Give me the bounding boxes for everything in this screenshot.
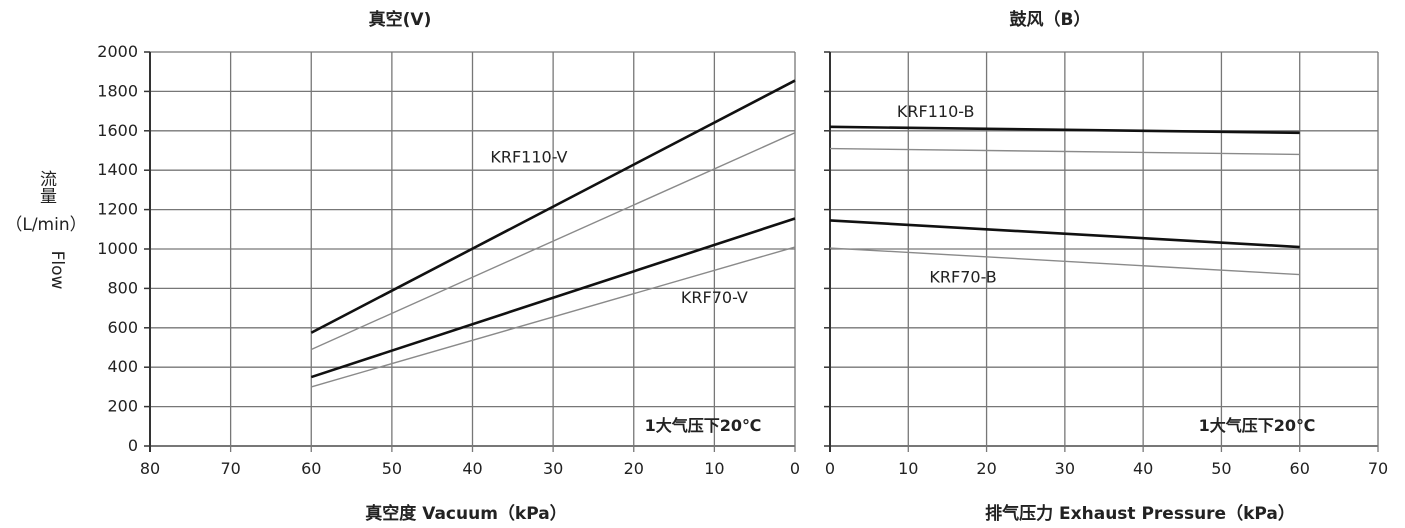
- vacuum-chart-xlabel: 真空度 Vacuum（kPa）: [365, 503, 566, 524]
- blow-series-line-1: [829, 147, 1300, 156]
- vacuum-x-tick-label-60: 60: [301, 459, 321, 478]
- vacuum-chart-note: 1大气压下20℃: [645, 416, 762, 435]
- vacuum-x-tick-label-40: 40: [462, 459, 482, 478]
- vacuum-x-tick-label-30: 30: [543, 459, 563, 478]
- blow-chart-grid: [829, 51, 1379, 452]
- vacuum-chart-grid: [149, 51, 796, 452]
- series-line-krf110-v: [310, 79, 796, 334]
- vacuum-x-tick-label-70: 70: [220, 459, 240, 478]
- y-tick-label-0: 0: [128, 436, 138, 455]
- series-label-krf110-b: KRF110-B: [897, 102, 975, 121]
- blow-x-tick-label-70: 70: [1368, 459, 1388, 478]
- y-axis-label-unit: （L/min）: [5, 215, 86, 235]
- vacuum-series-line-1: [310, 132, 796, 351]
- blow-x-tick-label-30: 30: [1055, 459, 1075, 478]
- y-tick-label-200: 200: [107, 397, 138, 416]
- blow-x-tick-label-50: 50: [1211, 459, 1231, 478]
- series-label-krf110-v: KRF110-V: [490, 147, 567, 166]
- y-tick-label-800: 800: [107, 278, 138, 297]
- blow-chart-title: 鼓风（B）: [1010, 9, 1091, 30]
- vacuum-x-tick-label-80: 80: [140, 459, 160, 478]
- y-tick-label-1400: 1400: [97, 160, 138, 179]
- blow-series-line-3: [829, 247, 1300, 276]
- blow-chart-series: [829, 125, 1300, 276]
- y-tick-label-1200: 1200: [97, 200, 138, 219]
- y-tick-label-1600: 1600: [97, 121, 138, 140]
- blow-chart-xlabel: 排气压力 Exhaust Pressure（kPa）: [985, 503, 1295, 524]
- y-tick-label-400: 400: [107, 357, 138, 376]
- blow-chart-ticks: 0 10 20 30 40 50 60 70: [824, 51, 1388, 478]
- vacuum-x-tick-label-10: 10: [704, 459, 724, 478]
- vacuum-series-line-3: [311, 246, 796, 388]
- vacuum-x-tick-label-20: 20: [624, 459, 644, 478]
- y-axis-label-en: Flow: [47, 251, 67, 290]
- vacuum-chart-title: 真空(V): [369, 9, 432, 30]
- vacuum-chart-series: [310, 79, 796, 388]
- series-label-krf70-b: KRF70-B: [929, 267, 996, 286]
- blow-x-tick-label-10: 10: [898, 459, 918, 478]
- series-line-krf110-b: [829, 125, 1300, 135]
- blow-x-tick-label-60: 60: [1290, 459, 1310, 478]
- series-line-krf70-v: [310, 217, 796, 379]
- y-tick-label-1800: 1800: [97, 81, 138, 100]
- blow-x-tick-label-0: 0: [825, 459, 835, 478]
- vacuum-x-tick-label-50: 50: [382, 459, 402, 478]
- series-line-krf70-b: [829, 219, 1300, 249]
- y-tick-label-1000: 1000: [97, 239, 138, 258]
- y-tick-label-600: 600: [107, 318, 138, 337]
- vacuum-x-tick-label-0: 0: [790, 459, 800, 478]
- blow-chart-note: 1大气压下20℃: [1199, 416, 1316, 435]
- blow-x-tick-label-40: 40: [1133, 459, 1153, 478]
- y-tick-label-2000: 2000: [97, 42, 138, 61]
- y-axis-label-cn: 流量: [36, 170, 57, 204]
- blow-x-tick-label-20: 20: [976, 459, 996, 478]
- series-label-krf70-v: KRF70-V: [681, 288, 748, 307]
